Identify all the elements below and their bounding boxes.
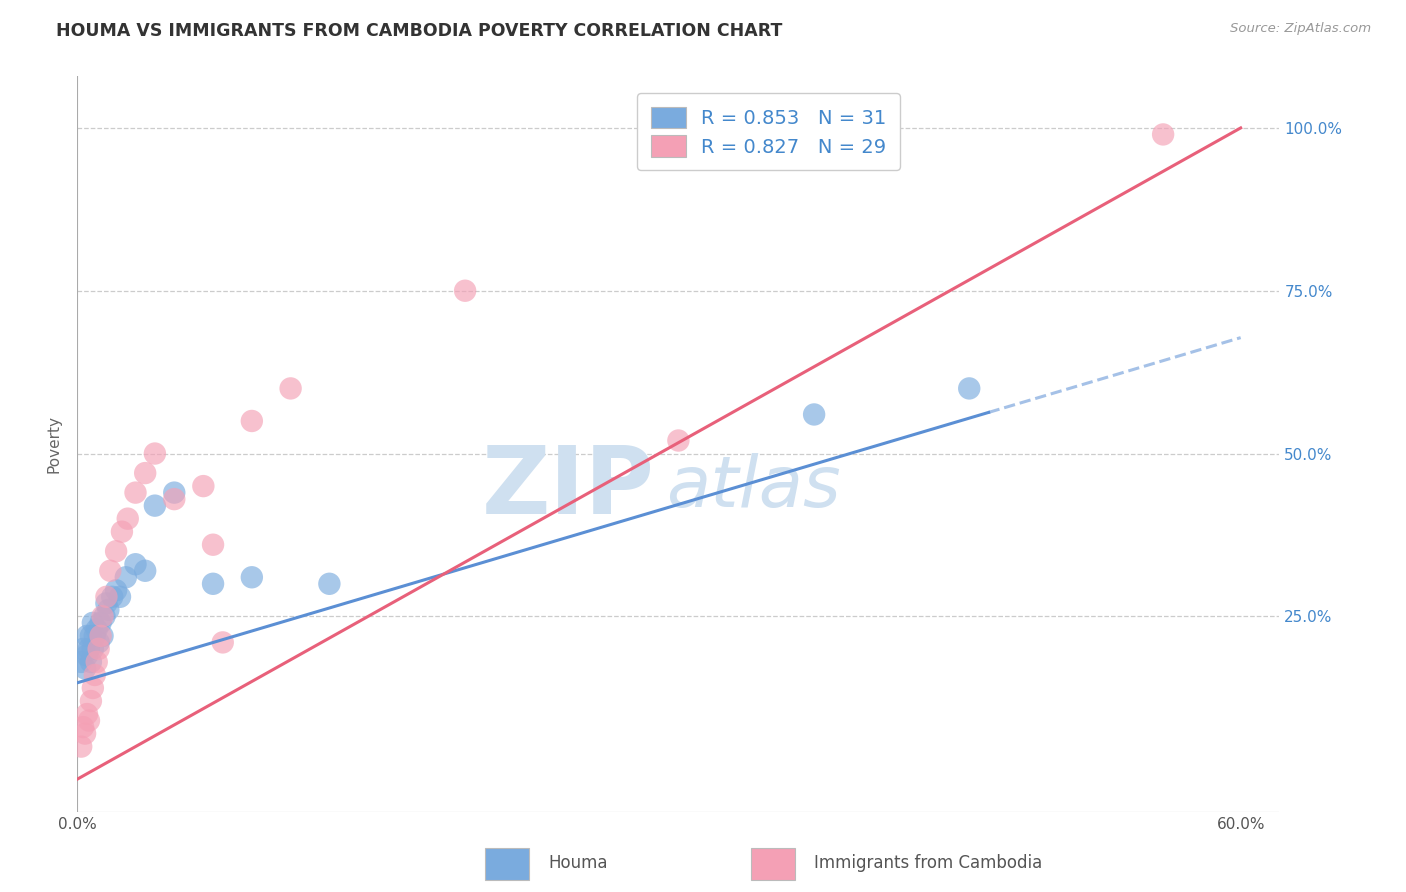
Point (98, 564, 121, 578)
Point (240, 570, 263, 584)
Point (668, 434, 690, 448)
Point (93, 609, 115, 624)
Point (96, 590, 118, 604)
Text: ZIP: ZIP (481, 442, 654, 534)
Point (70, 655, 93, 669)
Point (90, 629, 112, 643)
FancyBboxPatch shape (485, 848, 530, 880)
Y-axis label: Poverty: Poverty (46, 415, 62, 473)
Point (1152, 128, 1174, 142)
Point (76, 629, 98, 643)
Point (77, 714, 100, 728)
Point (957, 381, 980, 395)
Point (111, 524, 134, 539)
Point (163, 485, 186, 500)
Text: Source: ZipAtlas.com: Source: ZipAtlas.com (1230, 22, 1371, 36)
Point (82, 681, 104, 695)
Point (72, 641, 94, 656)
Point (134, 564, 156, 578)
Point (105, 544, 128, 558)
Text: HOUMA VS IMMIGRANTS FROM CAMBODIA POVERTY CORRELATION CHART: HOUMA VS IMMIGRANTS FROM CAMBODIA POVERT… (56, 22, 783, 40)
Point (75, 726, 97, 740)
FancyBboxPatch shape (751, 848, 796, 880)
Point (240, 414, 263, 428)
Legend: R = 0.853   N = 31, R = 0.827   N = 29: R = 0.853 N = 31, R = 0.827 N = 29 (637, 93, 900, 170)
Point (280, 381, 302, 395)
Point (80, 629, 103, 643)
Point (117, 511, 139, 525)
Point (193, 479, 215, 493)
Point (72, 720, 94, 734)
Point (202, 576, 225, 591)
Point (80, 655, 103, 669)
Point (82, 641, 104, 656)
Point (143, 499, 166, 513)
Point (86, 655, 108, 669)
Point (83, 668, 105, 682)
Point (83, 629, 105, 643)
Text: Houma: Houma (548, 854, 607, 872)
Point (76, 648, 98, 663)
Point (97, 603, 120, 617)
Point (163, 492, 186, 507)
Point (202, 538, 225, 552)
Point (87, 635, 110, 649)
Point (70, 739, 93, 754)
Point (96, 596, 118, 610)
Text: Immigrants from Cambodia: Immigrants from Cambodia (814, 854, 1042, 872)
Point (318, 576, 340, 591)
Point (101, 590, 124, 604)
Point (77, 641, 100, 656)
Point (80, 694, 103, 708)
Point (108, 590, 131, 604)
Point (134, 466, 156, 480)
Point (124, 485, 146, 500)
Point (211, 635, 233, 649)
Point (86, 623, 108, 637)
Point (105, 583, 128, 598)
Point (143, 446, 166, 460)
Point (87, 641, 110, 656)
Point (114, 570, 136, 584)
Point (91, 609, 114, 624)
Point (75, 661, 97, 675)
Point (803, 408, 825, 422)
Point (82, 615, 104, 630)
Text: atlas: atlas (666, 453, 841, 523)
Point (124, 558, 146, 572)
Point (454, 284, 477, 298)
Point (76, 706, 98, 721)
Point (91, 629, 114, 643)
Point (90, 615, 112, 630)
